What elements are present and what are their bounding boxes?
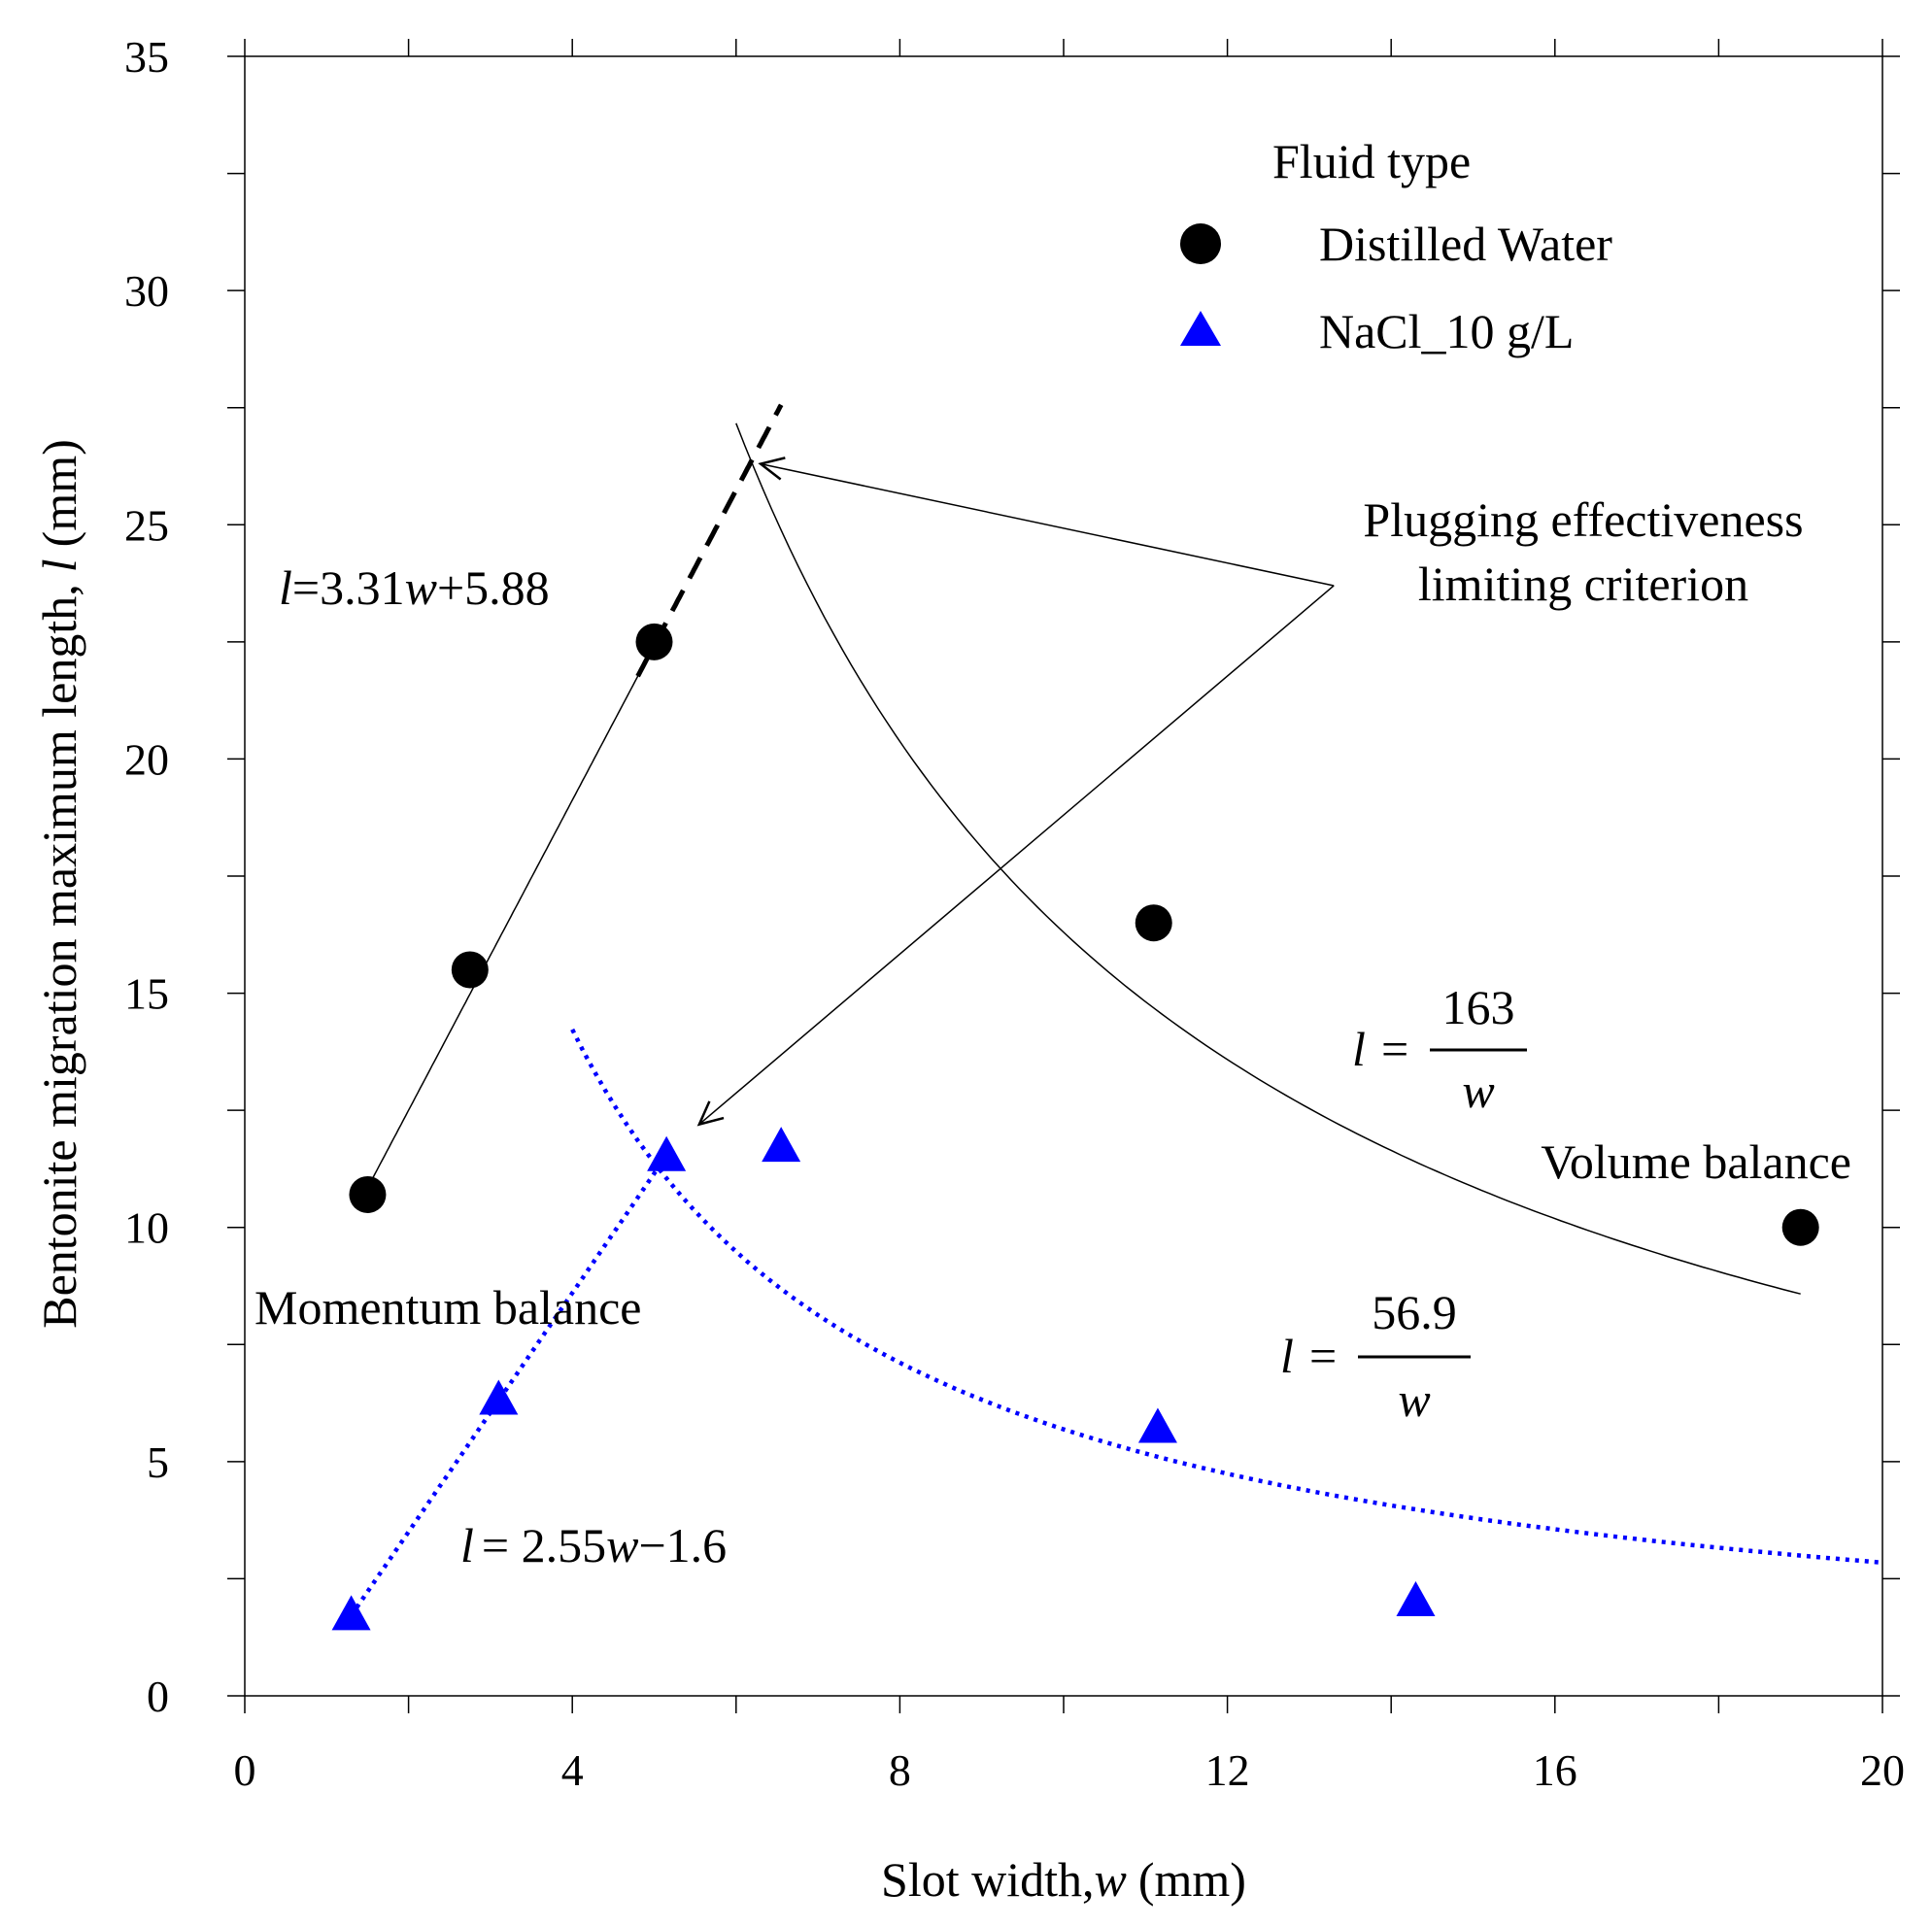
eq2-denominator: w	[1462, 1064, 1494, 1118]
x-axis-title-var: w	[1095, 1852, 1127, 1907]
y-tick-label: 25	[124, 500, 169, 550]
x-tick-label: 4	[561, 1745, 584, 1795]
nacl-point	[331, 1595, 371, 1631]
y-tick-label: 5	[147, 1437, 169, 1487]
y-tick-label: 35	[124, 32, 169, 82]
x-tick-label: 20	[1860, 1745, 1905, 1795]
eq3-eq: =	[1309, 1329, 1337, 1383]
eq4-var2: w	[606, 1518, 638, 1572]
distilled-linear-fit	[366, 644, 656, 1189]
eq1-eq: =3.31	[292, 560, 405, 615]
eq3-denominator: w	[1398, 1372, 1430, 1427]
arrow-to-nacl-limit	[698, 585, 1335, 1126]
equation-distilled-linear: l=3.31w+5.88	[279, 560, 550, 615]
distilled-water-point	[1781, 1208, 1819, 1246]
axis-tick-labels: 0 4 8 12 16 20 0 5 10 15 20 25 30 35	[124, 32, 1905, 1795]
eq4-eq: = 2.55	[482, 1518, 606, 1572]
distilled-water-point	[1135, 904, 1172, 942]
y-tick-label: 30	[124, 266, 169, 316]
eq2-var: l	[1352, 1022, 1366, 1076]
arrow-to-distilled-limit	[760, 462, 1335, 587]
eq3-var: l	[1280, 1329, 1294, 1383]
y-tick-label: 20	[124, 734, 169, 784]
x-tick-label: 16	[1533, 1745, 1577, 1795]
legend-marker-distilled-water	[1180, 223, 1221, 264]
eq4-rest: −1.6	[638, 1518, 727, 1572]
plot-frame	[244, 55, 1883, 1697]
eq2-eq: =	[1381, 1022, 1408, 1076]
eq1-var2: w	[405, 560, 437, 615]
volume-balance-label: Volume balance	[1541, 1134, 1851, 1189]
nacl-point	[762, 1127, 801, 1163]
x-tick-label: 0	[234, 1745, 256, 1795]
equation-nacl-linear: l = 2.55w−1.6	[460, 1518, 727, 1572]
distilled-volume-curve	[735, 423, 1801, 1295]
x-axis-title-text: Slot width,	[881, 1852, 1094, 1907]
eq3-numerator: 56.9	[1372, 1285, 1457, 1339]
x-axis-title: Slot width,w (mm)	[881, 1852, 1246, 1907]
legend-title: Fluid type	[1272, 134, 1471, 188]
y-axis-title: Bentonite migration maximum length, l (mm)	[32, 439, 86, 1329]
y-tick-label: 0	[147, 1672, 169, 1721]
arrow-to-distilled-limit-head	[758, 456, 786, 481]
y-axis-title-text: Bentonite migration maximum length,	[32, 584, 86, 1329]
x-axis-title-unit: (mm)	[1138, 1852, 1246, 1907]
nacl-point	[1396, 1580, 1436, 1616]
axis-ticks	[227, 39, 1900, 1713]
nacl-point	[1137, 1407, 1177, 1443]
distilled-water-point	[635, 623, 673, 660]
nacl-point	[479, 1379, 519, 1415]
y-tick-label: 10	[124, 1203, 169, 1253]
distilled-water-point	[451, 951, 489, 989]
x-tick-label: 12	[1205, 1745, 1250, 1795]
equation-nacl-inverse: l = 56.9 w	[1280, 1285, 1471, 1427]
data-markers	[331, 623, 1819, 1631]
plugging-criterion-line2: limiting criterion	[1418, 557, 1748, 611]
nacl-point	[647, 1135, 687, 1171]
arrow-to-nacl-limit-head	[696, 1100, 725, 1127]
annotation-arrows	[696, 456, 1335, 1127]
eq4-var: l	[460, 1518, 474, 1572]
nacl-momentum-curve	[570, 1028, 1883, 1566]
eq1-rest: +5.88	[437, 560, 550, 615]
legend-marker-nacl	[1180, 311, 1221, 346]
legend: Fluid type Distilled Water NaCl_10 g/L	[1180, 134, 1612, 358]
y-tick-label: 15	[124, 969, 169, 1019]
eq1-var: l	[279, 560, 292, 615]
equation-distilled-inverse: l = 163 w	[1352, 980, 1527, 1118]
eq2-numerator: 163	[1442, 980, 1515, 1034]
legend-label-nacl: NaCl_10 g/L	[1319, 304, 1574, 358]
momentum-balance-label: Momentum balance	[254, 1280, 642, 1335]
y-axis-title-var: l	[32, 558, 86, 572]
plugging-criterion-line1: Plugging effectiveness	[1363, 492, 1803, 547]
x-tick-label: 8	[889, 1745, 911, 1795]
legend-label-distilled-water: Distilled Water	[1319, 217, 1612, 271]
distilled-water-point	[349, 1175, 387, 1213]
y-axis-title-unit: (mm)	[32, 439, 86, 547]
